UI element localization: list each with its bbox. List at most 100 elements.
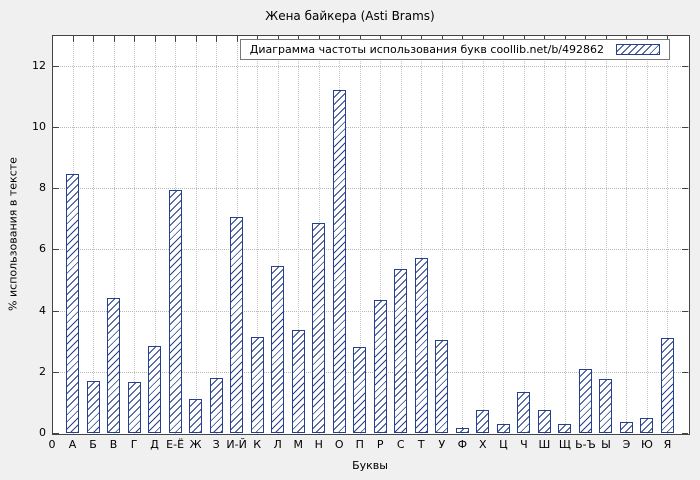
bar [189, 399, 203, 433]
bar [353, 347, 367, 433]
gridline-vertical [646, 36, 648, 434]
y-tick-label: 2 [39, 364, 46, 378]
x-tick-label: М [293, 438, 303, 451]
gridline-vertical [93, 36, 95, 434]
gridline-vertical [359, 36, 361, 434]
gridline-horizontal [53, 249, 689, 251]
x-tick-label: Ю [641, 438, 653, 451]
axis-tick [682, 126, 688, 128]
y-tick-label: 8 [39, 181, 46, 195]
bar [209, 377, 223, 433]
x-tick-label: А [68, 438, 77, 451]
y-tick-label: 10 [32, 119, 46, 133]
gridline-vertical [441, 36, 443, 434]
bar [537, 410, 551, 433]
axis-tick [93, 36, 95, 42]
axis-tick [53, 65, 59, 67]
bar [660, 338, 674, 433]
gridline-vertical [216, 36, 218, 434]
x-tick-label: Ц [499, 438, 508, 451]
gridline-vertical [626, 36, 628, 434]
gridline-vertical [154, 36, 156, 434]
bar [496, 423, 510, 433]
x-tick-label: Е-Ё [166, 438, 185, 451]
bar [312, 223, 326, 433]
gridline-vertical [195, 36, 197, 434]
x-tick-label: Х [479, 438, 487, 451]
x-tick-label: Ч [520, 438, 528, 451]
bar [148, 345, 162, 433]
bar [619, 422, 633, 433]
axis-tick [682, 310, 688, 312]
bar [168, 189, 182, 433]
axis-tick [216, 36, 218, 42]
bar [373, 299, 387, 433]
chart-title: Жена байкера (Asti Brams) [265, 9, 435, 23]
axis-tick [72, 36, 74, 42]
x-tick-label: Я [663, 438, 672, 451]
axis-tick [682, 249, 688, 251]
axis-tick [154, 36, 156, 42]
bar [394, 269, 408, 433]
legend: Диаграмма частоты использования букв coo… [239, 39, 670, 60]
gridline-vertical [400, 36, 402, 434]
y-tick-label: 6 [39, 242, 46, 256]
axis-tick [134, 36, 136, 42]
gridline-vertical [544, 36, 546, 434]
bar [291, 330, 305, 433]
axis-tick [53, 249, 59, 251]
x-tick-label: У [438, 438, 446, 451]
axis-tick [53, 371, 59, 373]
bar [414, 258, 428, 433]
x-axis-label: Буквы [352, 459, 388, 472]
axis-tick [53, 188, 59, 190]
bar [517, 391, 531, 433]
x-tick-label: Ш [538, 438, 551, 451]
y-tick-label: 4 [39, 303, 46, 317]
bar [230, 217, 244, 433]
gridline-vertical [605, 36, 607, 434]
bar [558, 423, 572, 433]
gridline-vertical [380, 36, 382, 434]
x-tick-label: Д [150, 438, 159, 451]
axis-tick [236, 36, 238, 42]
legend-label: Диаграмма частоты использования букв coo… [249, 43, 604, 56]
bar [435, 339, 449, 433]
gridline-vertical [482, 36, 484, 434]
gridline-vertical [462, 36, 464, 434]
gridline-horizontal [53, 310, 689, 312]
bar [66, 174, 80, 433]
bar [107, 298, 121, 433]
x-tick-label: Э [622, 438, 631, 451]
x-tick-label: Н [314, 438, 323, 451]
x-tick-label: З [212, 438, 220, 451]
x-tick-label: П [355, 438, 364, 451]
y-tick-label: 12 [32, 58, 46, 72]
gridline-horizontal [53, 371, 689, 373]
gridline-vertical [113, 36, 115, 434]
x-tick-label: Ж [189, 438, 202, 451]
gridline-vertical [257, 36, 259, 434]
axis-tick [53, 126, 59, 128]
axis-tick [113, 36, 115, 42]
gridline-vertical [134, 36, 136, 434]
bar [86, 380, 100, 433]
bar [578, 368, 592, 433]
bar [455, 428, 469, 433]
gridline-vertical [523, 36, 525, 434]
gridline-horizontal [53, 188, 689, 190]
bar [332, 90, 346, 433]
legend-hatch-swatch [616, 44, 660, 55]
x-tick-label: Щ [558, 438, 571, 451]
axis-tick [53, 310, 59, 312]
gridline-vertical [277, 36, 279, 434]
gridline-horizontal [53, 65, 689, 67]
gridline-vertical [585, 36, 587, 434]
bar [640, 417, 654, 433]
bar [271, 266, 285, 433]
bar [599, 379, 613, 433]
x-tick-label: К [253, 438, 262, 451]
x-tick-label: Л [273, 438, 282, 451]
x-tick-label: В [109, 438, 118, 451]
